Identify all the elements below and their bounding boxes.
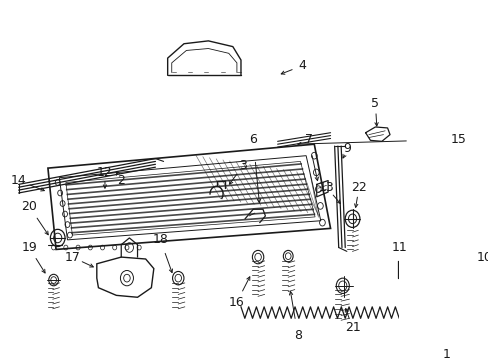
Text: 5: 5 bbox=[370, 96, 379, 109]
Text: 1: 1 bbox=[442, 348, 450, 360]
Text: 6: 6 bbox=[249, 133, 257, 146]
Text: 21: 21 bbox=[344, 321, 360, 334]
Text: 9: 9 bbox=[343, 143, 351, 156]
Text: 15: 15 bbox=[449, 133, 466, 146]
Text: 7: 7 bbox=[304, 133, 312, 146]
Text: 20: 20 bbox=[21, 200, 37, 213]
Text: 10: 10 bbox=[476, 251, 488, 264]
Text: 14: 14 bbox=[11, 174, 26, 187]
Text: 12: 12 bbox=[97, 166, 113, 179]
Text: 17: 17 bbox=[64, 251, 80, 264]
Text: 4: 4 bbox=[298, 59, 305, 72]
Text: 11: 11 bbox=[391, 241, 407, 254]
Text: 18: 18 bbox=[152, 233, 168, 246]
Text: 3: 3 bbox=[239, 159, 247, 172]
Text: 16: 16 bbox=[228, 296, 244, 309]
Text: 13: 13 bbox=[318, 181, 334, 194]
Text: 19: 19 bbox=[21, 241, 37, 254]
Text: 22: 22 bbox=[350, 181, 366, 194]
Text: 2: 2 bbox=[117, 174, 125, 187]
Text: 8: 8 bbox=[293, 329, 302, 342]
